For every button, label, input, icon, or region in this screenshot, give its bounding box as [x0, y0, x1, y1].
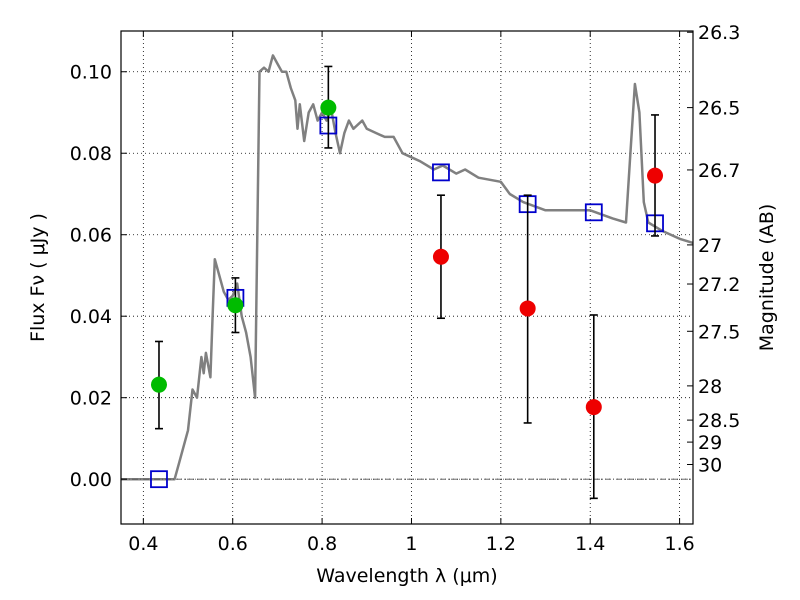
model-spectrum-line — [121, 54, 694, 481]
y-tick-label: 0.00 — [70, 469, 112, 491]
red-data-point — [432, 248, 449, 265]
right-tick-label: 28.5 — [698, 410, 740, 432]
y-tick-label: 0.10 — [70, 62, 112, 84]
y-tick-label: 0.04 — [70, 306, 112, 328]
x-tick-label: 1.6 — [664, 533, 694, 555]
grid-lines — [121, 31, 693, 524]
model-photometry-square — [432, 163, 450, 182]
green-data-point — [150, 376, 167, 393]
x-tick-label: 1.2 — [486, 533, 516, 555]
x-axis-label: Wavelength λ (μm) — [316, 565, 497, 587]
red-data-point — [519, 300, 536, 317]
x-tick-label: 0.6 — [218, 533, 248, 555]
green-data-point — [320, 99, 337, 116]
axis-ticks: 0.4 0.6 0.8 1 1.2 1.4 1.6 0.00 0.02 0.04 0.06 0.08 0… — [70, 22, 741, 555]
right-tick-label: 28 — [698, 376, 722, 398]
red-data-point — [585, 399, 602, 416]
green-data-point — [227, 297, 244, 314]
model-photometry-square — [150, 470, 168, 489]
plot-frame — [120, 30, 694, 525]
x-tick-label: 0.4 — [128, 533, 158, 555]
y-tick-label: 0.06 — [70, 225, 112, 247]
red-data-point — [647, 167, 664, 184]
right-tick-label: 26.5 — [698, 98, 740, 120]
right-axis-label: Magnitude (AB) — [756, 204, 778, 352]
y-tick-label: 0.08 — [70, 143, 112, 165]
right-tick-label: 27.2 — [698, 274, 740, 296]
right-tick-label: 26.7 — [698, 160, 740, 182]
x-tick-label: 1.4 — [575, 533, 605, 555]
y-tick-label: 0.02 — [70, 388, 112, 410]
right-tick-label: 26.3 — [698, 22, 740, 44]
right-tick-label: 27 — [698, 235, 722, 257]
plot-area — [121, 54, 694, 500]
y-axis-label: Flux Fν ( μJy ) — [27, 213, 49, 342]
right-tick-label: 27.5 — [698, 321, 740, 343]
right-tick-label: 30 — [698, 455, 722, 477]
right-tick-label: 29 — [698, 432, 722, 454]
x-tick-label: 1 — [405, 533, 417, 555]
model-photometry-square — [584, 203, 603, 222]
x-tick-label: 0.8 — [307, 533, 337, 555]
